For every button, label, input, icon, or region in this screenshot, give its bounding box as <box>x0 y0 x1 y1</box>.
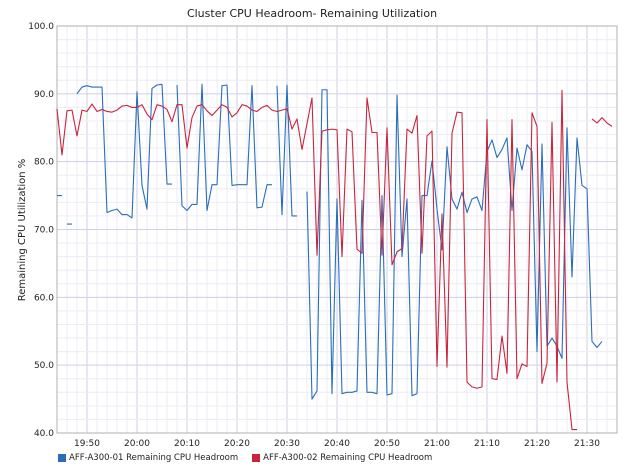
series-line-2 <box>56 89 613 431</box>
legend-item-1: AFF-A300-01 Remaining CPU Headroom <box>58 453 238 463</box>
x-ticks: 19:50 20:00 20:10 20:20 20:30 20:40 20:50 21:00… <box>74 439 600 449</box>
y-tick-label: 50.0 <box>34 361 54 371</box>
x-tick-label: 20:40 <box>324 439 350 449</box>
legend-item-2: AFF-A300-02 Remaining CPU Headroom <box>252 453 432 463</box>
legend-swatch <box>252 454 261 462</box>
y-tick-label: 70.0 <box>34 226 54 236</box>
plot-frame <box>56 25 618 434</box>
x-tick-label: 21:00 <box>424 439 450 449</box>
x-tick-label: 21:20 <box>524 439 550 449</box>
y-tick-label: 100.0 <box>28 22 54 32</box>
x-tick-label: 21:10 <box>474 439 500 449</box>
x-tick-label: 19:50 <box>74 439 100 449</box>
x-tick-label: 20:50 <box>374 439 400 449</box>
grid <box>56 25 618 434</box>
legend: AFF-A300-01 Remaining CPU Headroom AFF-A3… <box>58 453 432 463</box>
x-tick-label: 21:30 <box>574 439 600 449</box>
x-tick-label: 20:00 <box>124 439 150 449</box>
legend-swatch <box>58 454 66 462</box>
legend-label: AFF-A300-01 Remaining CPU Headroom <box>69 453 239 463</box>
y-tick-label: 40.0 <box>34 429 54 439</box>
series-layer <box>56 83 613 431</box>
x-tick-label: 20:10 <box>174 439 200 449</box>
series-line-1 <box>57 83 603 400</box>
x-tick-label: 20:30 <box>274 439 300 449</box>
y-tick-label: 80.0 <box>34 158 54 168</box>
y-tick-label: 60.0 <box>34 293 54 303</box>
x-tick-label: 20:20 <box>224 439 250 449</box>
legend-label: AFF-A300-02 Remaining CPU Headroom <box>263 453 433 463</box>
y-axis-label: Remaining CPU Utilization % <box>17 159 28 302</box>
y-ticks: 40.0 50.0 60.0 70.0 80.0 90.0 100.0 <box>28 22 54 439</box>
chart-title: Cluster CPU Headroom- Remaining Utilizat… <box>187 7 437 20</box>
y-tick-label: 90.0 <box>34 90 54 100</box>
